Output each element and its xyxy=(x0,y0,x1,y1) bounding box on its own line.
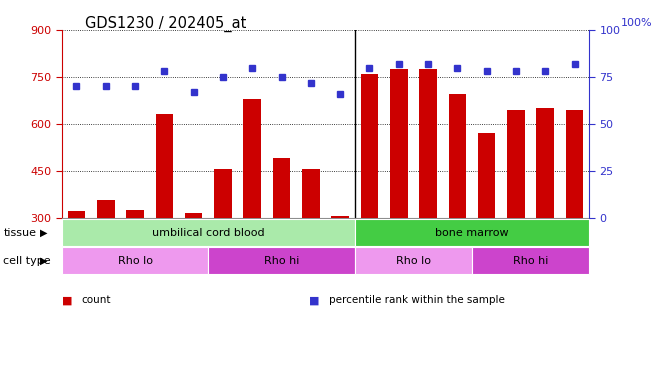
Y-axis label: 100%: 100% xyxy=(621,18,651,28)
Bar xyxy=(214,169,232,311)
Text: umbilical cord blood: umbilical cord blood xyxy=(152,228,265,238)
Text: Rho lo: Rho lo xyxy=(118,256,152,266)
Bar xyxy=(536,108,554,311)
Bar xyxy=(156,114,173,311)
Bar xyxy=(355,219,589,246)
Bar xyxy=(62,247,208,274)
Text: Rho hi: Rho hi xyxy=(264,256,299,266)
Text: bone marrow: bone marrow xyxy=(435,228,509,238)
Bar xyxy=(449,94,466,311)
Bar xyxy=(273,158,290,311)
Bar xyxy=(126,210,144,311)
Bar xyxy=(390,69,408,311)
Bar xyxy=(331,216,349,311)
Text: count: count xyxy=(81,296,111,305)
Text: ▶: ▶ xyxy=(40,256,48,266)
Bar xyxy=(302,169,320,311)
Bar xyxy=(208,247,355,274)
Bar xyxy=(361,74,378,311)
Bar xyxy=(185,213,202,311)
Text: percentile rank within the sample: percentile rank within the sample xyxy=(329,296,505,305)
Bar xyxy=(478,133,495,311)
Text: ■: ■ xyxy=(309,296,320,305)
Bar xyxy=(507,110,525,311)
Bar xyxy=(419,69,437,311)
Text: cell type: cell type xyxy=(3,256,51,266)
Text: tissue: tissue xyxy=(3,228,36,238)
Bar xyxy=(68,211,85,311)
Bar xyxy=(472,247,589,274)
Bar xyxy=(566,110,583,311)
Bar xyxy=(243,99,261,311)
Bar xyxy=(97,200,115,311)
Bar xyxy=(355,247,472,274)
Text: ▶: ▶ xyxy=(40,228,48,238)
Text: Rho lo: Rho lo xyxy=(396,256,431,266)
Bar xyxy=(62,219,355,246)
Text: GDS1230 / 202405_at: GDS1230 / 202405_at xyxy=(85,16,246,32)
Text: ■: ■ xyxy=(62,296,72,305)
Text: Rho hi: Rho hi xyxy=(513,256,548,266)
